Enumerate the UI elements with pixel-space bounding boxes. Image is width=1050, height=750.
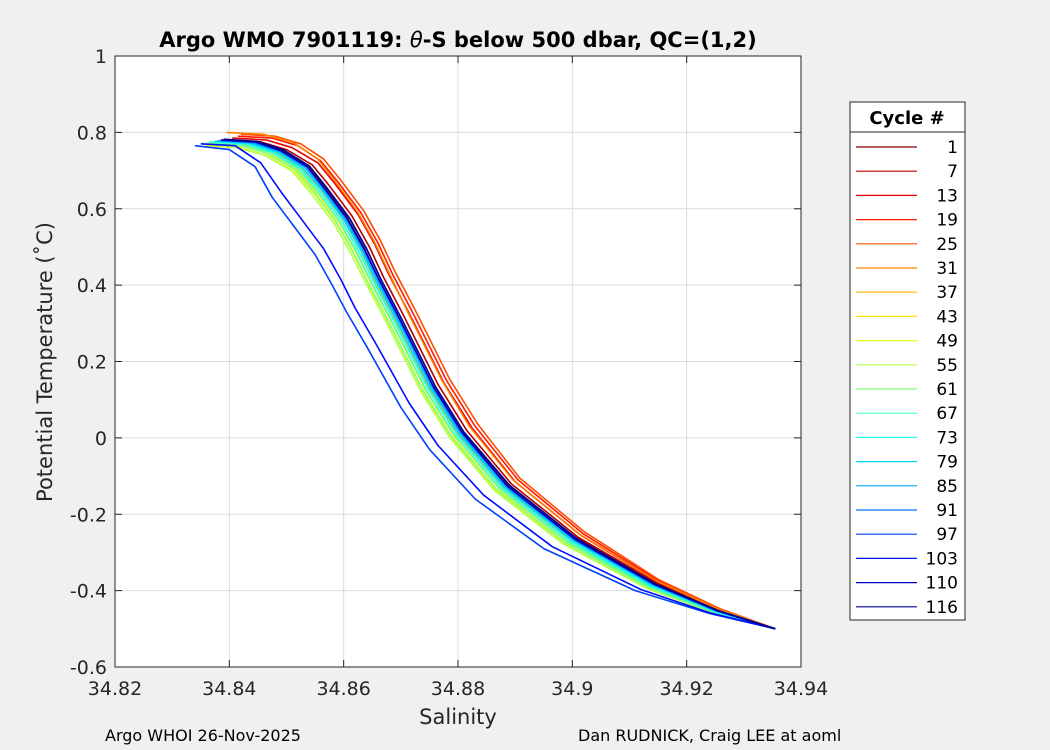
x-tick-label: 34.84 <box>202 678 256 700</box>
series-line-cycle-67 <box>209 141 776 630</box>
legend-label-25: 25 <box>936 235 958 255</box>
y-tick-label: 0.8 <box>77 122 107 144</box>
title-prefix: Argo WMO 7901119: <box>159 28 410 52</box>
y-tick-label: -0.2 <box>70 504 107 526</box>
legend-label-37: 37 <box>936 283 958 303</box>
title-theta: θ <box>410 28 423 52</box>
legend-label-110: 110 <box>926 574 958 594</box>
chart-title: Argo WMO 7901119: θ-S below 500 dbar, QC… <box>159 28 756 52</box>
x-tick-label: 34.9 <box>551 678 593 700</box>
x-tick-label: 34.94 <box>774 678 828 700</box>
series-line-cycle-7 <box>226 139 776 630</box>
series-layer <box>194 131 776 630</box>
y-tick-label: 0 <box>95 428 107 450</box>
legend-label-67: 67 <box>936 404 958 424</box>
legend-label-7: 7 <box>947 162 958 182</box>
y-tick-label: 0.4 <box>77 275 107 297</box>
legend-label-19: 19 <box>936 211 958 231</box>
series-line-cycle-31 <box>226 131 776 630</box>
legend-label-13: 13 <box>936 186 958 206</box>
legend-label-73: 73 <box>936 428 958 448</box>
y-tick-label: 1 <box>95 46 107 68</box>
legend-label-31: 31 <box>936 259 958 279</box>
legend-label-97: 97 <box>936 525 958 545</box>
legend-title: Cycle # <box>869 108 944 129</box>
x-tick-label: 34.92 <box>659 678 713 700</box>
legend-label-103: 103 <box>926 549 958 569</box>
footer-left-credit: Argo WHOI 26-Nov-2025 <box>105 726 301 745</box>
legend-label-116: 116 <box>926 598 958 618</box>
legend: Cycle # 1 7 13 19 25 31 37 43 49 55 61 67 73 79 85 91 97… <box>849 101 966 621</box>
footer-right-credit: Dan RUDNICK, Craig LEE at aoml <box>578 726 842 745</box>
series-line-cycle-55 <box>203 143 776 630</box>
legend-label-61: 61 <box>936 380 958 400</box>
legend-label-49: 49 <box>936 332 958 352</box>
series-line-cycle-110 <box>220 139 776 630</box>
y-tick-label: 0.2 <box>77 352 107 374</box>
x-tick-label: 34.82 <box>88 678 142 700</box>
series-line-cycle-79 <box>214 140 776 630</box>
legend-label-55: 55 <box>936 356 958 376</box>
legend-label-91: 91 <box>936 501 958 521</box>
y-tick-label: 0.6 <box>77 199 107 221</box>
legend-label-79: 79 <box>936 453 958 473</box>
axis-ticks: 34.82 34.84 34.86 34.88 34.9 34.92 34.94 -0.6 -0… <box>70 46 828 700</box>
series-line-cycle-73 <box>212 141 776 630</box>
series-line-cycle-61 <box>206 142 776 630</box>
legend-items: 1 7 13 19 25 31 37 43 49 55 61 67 73 79 85 91 97 103 110 11… <box>856 138 958 618</box>
legend-label-85: 85 <box>936 477 958 497</box>
y-axis-label: Potential Temperature (˚C) <box>33 222 57 502</box>
legend-label-43: 43 <box>936 307 958 327</box>
y-tick-label: -0.6 <box>70 657 107 679</box>
x-axis-label: Salinity <box>419 705 497 729</box>
series-line-cycle-103 <box>200 143 776 630</box>
series-line-cycle-116 <box>223 138 776 630</box>
x-tick-label: 34.88 <box>431 678 485 700</box>
series-line-cycle-85 <box>217 140 776 630</box>
legend-label-1: 1 <box>947 138 958 158</box>
y-tick-label: -0.4 <box>70 581 107 603</box>
series-line-cycle-25 <box>240 133 776 630</box>
x-tick-label: 34.86 <box>316 678 370 700</box>
title-suffix: -S below 500 dbar, QC=(1,2) <box>423 28 757 52</box>
series-line-cycle-97 <box>194 144 776 630</box>
